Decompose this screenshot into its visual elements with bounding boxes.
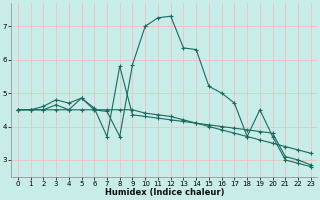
X-axis label: Humidex (Indice chaleur): Humidex (Indice chaleur) [105,188,224,197]
